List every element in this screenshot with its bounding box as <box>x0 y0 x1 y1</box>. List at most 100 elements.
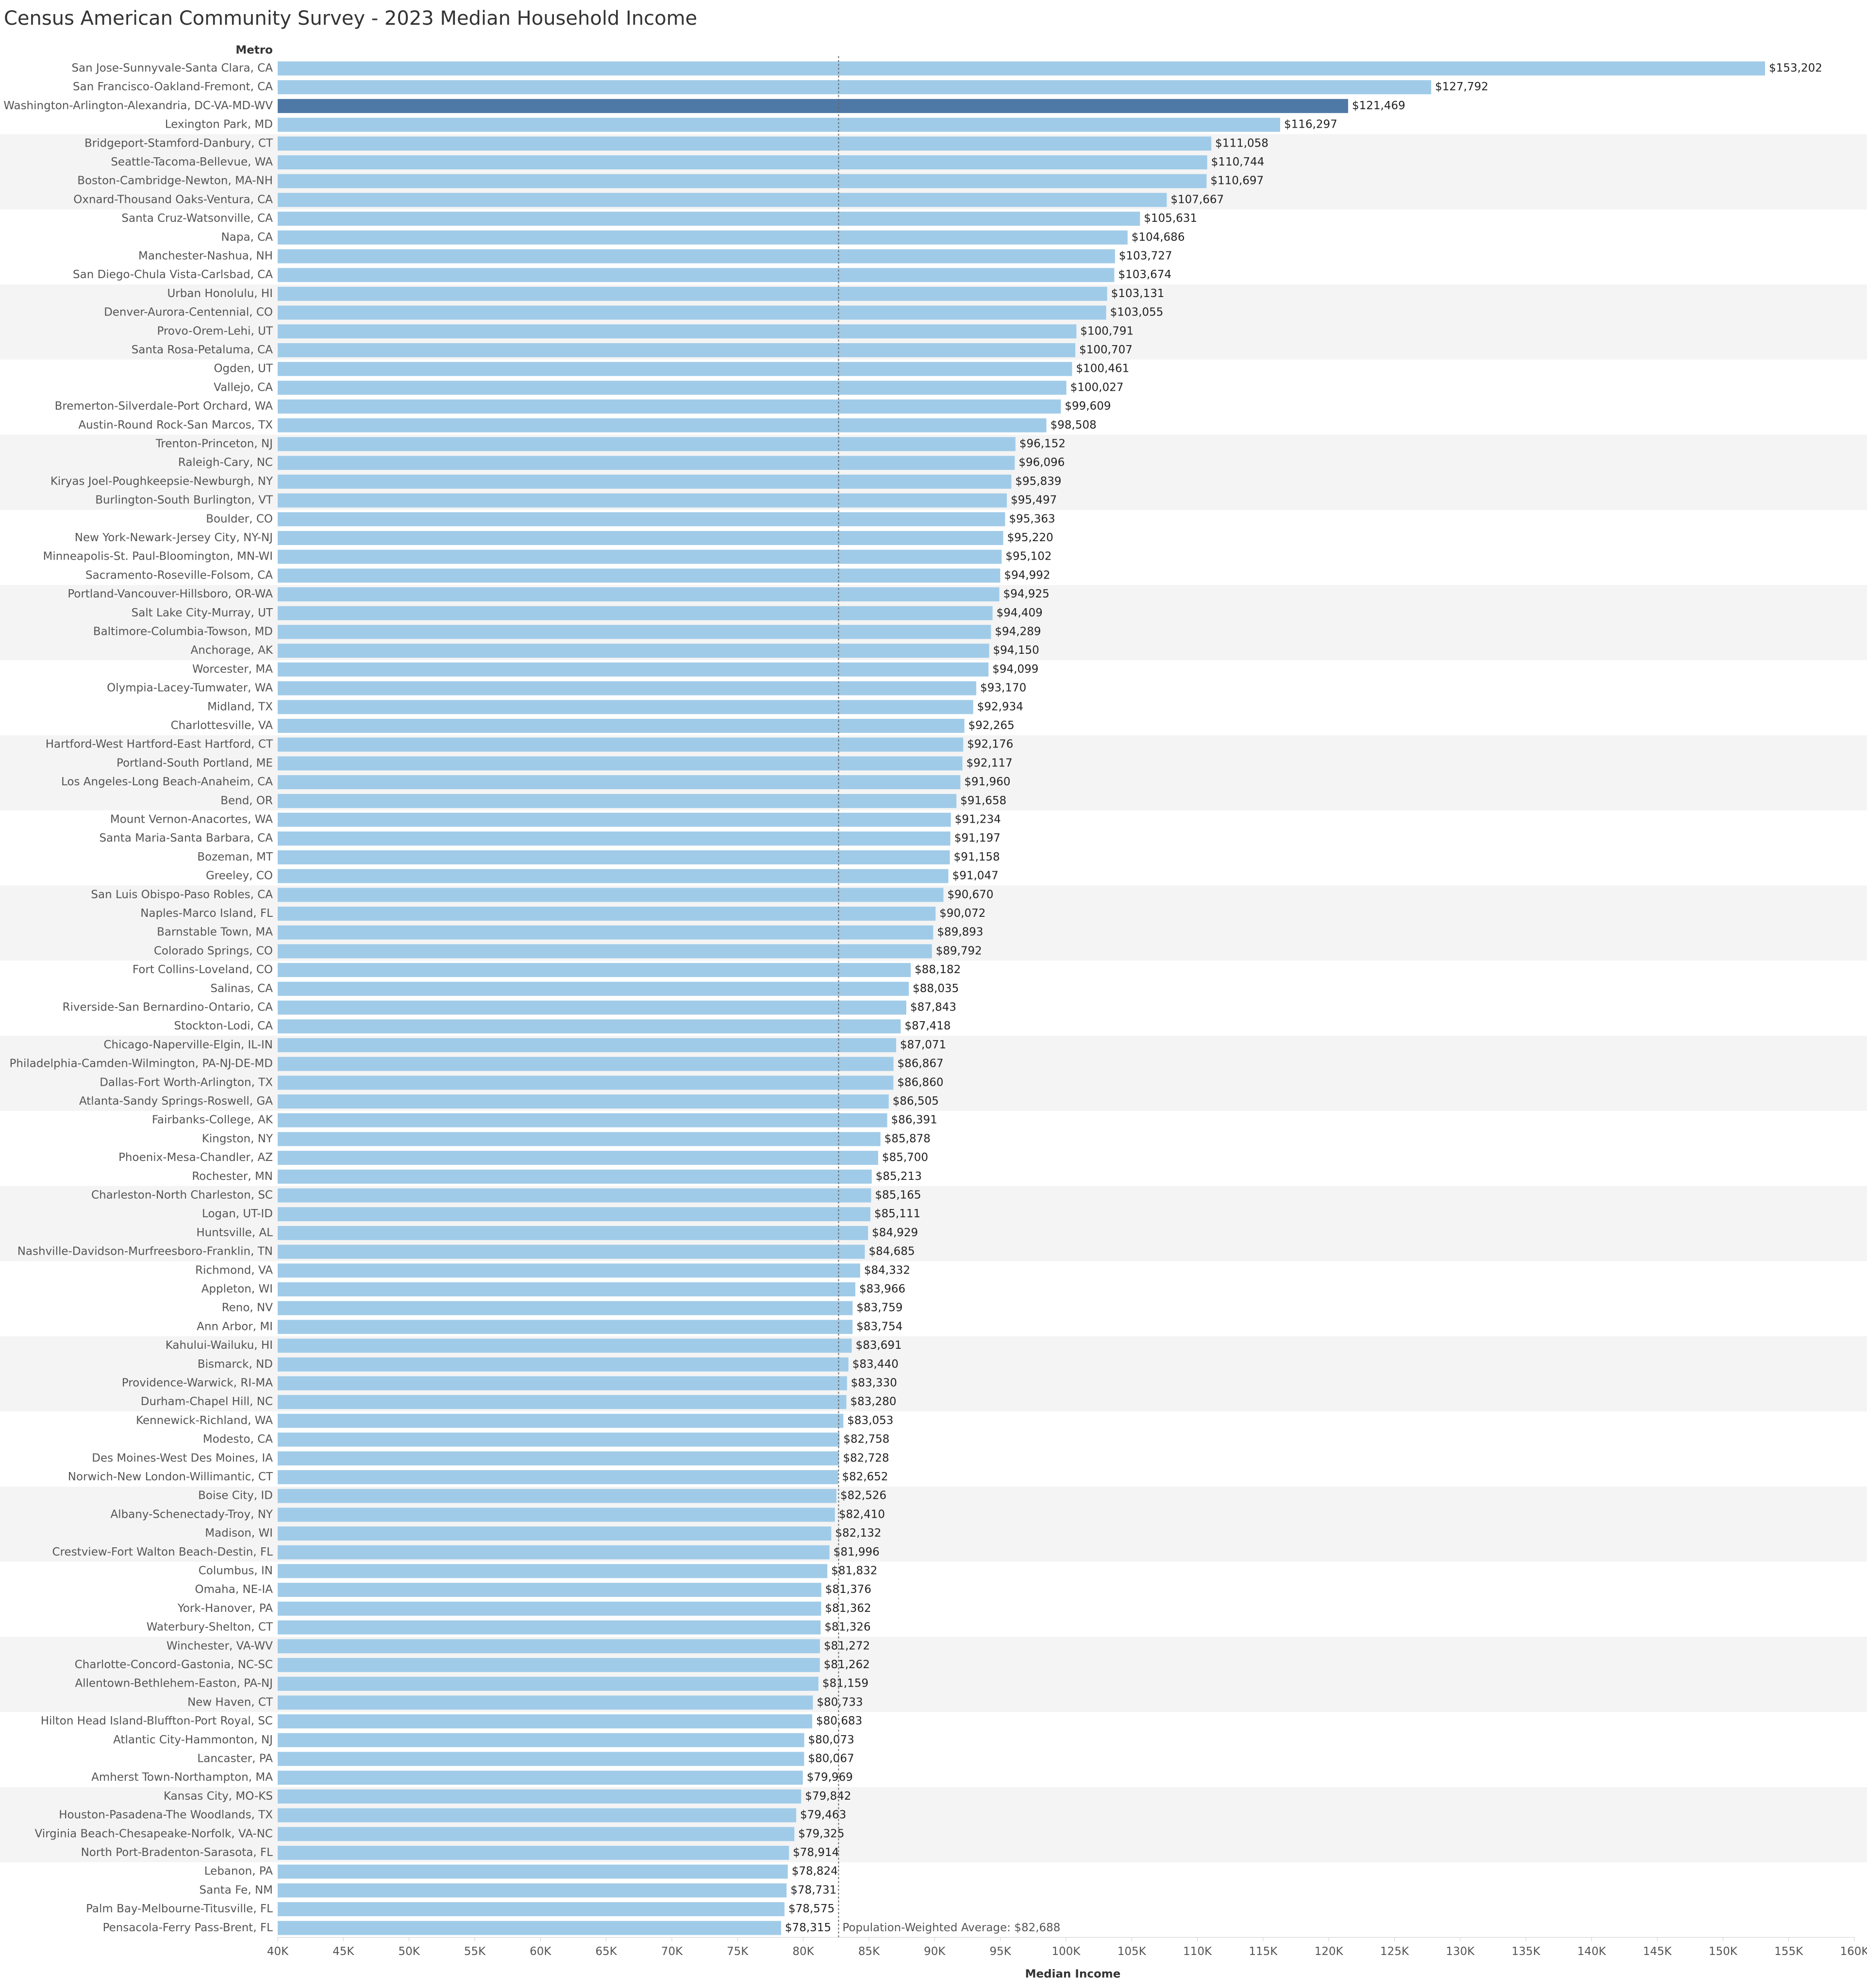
value-label: $87,843 <box>910 1001 956 1014</box>
bar <box>278 1620 821 1635</box>
value-label: $95,102 <box>1005 550 1051 563</box>
bar <box>278 1470 838 1484</box>
bar <box>278 756 963 771</box>
x-tick-label: 160K <box>1840 1945 1867 1958</box>
value-label: $103,055 <box>1110 306 1164 319</box>
bar <box>278 1827 795 1841</box>
value-label: $94,992 <box>1004 569 1050 581</box>
category-label: Portland-South Portland, ME <box>117 757 273 769</box>
category-label: Raleigh-Cary, NC <box>178 456 273 469</box>
value-label: $78,731 <box>790 1884 836 1896</box>
value-label: $85,700 <box>882 1151 928 1164</box>
bar <box>278 963 911 977</box>
category-label: Kingston, NY <box>202 1132 273 1145</box>
category-label: Des Moines-West Des Moines, IA <box>92 1452 273 1464</box>
bar <box>278 305 1106 320</box>
value-label: $84,685 <box>868 1245 915 1258</box>
value-label: $91,158 <box>954 851 1000 863</box>
category-label: North Port-Bradenton-Sarasota, FL <box>81 1846 273 1859</box>
value-label: $110,697 <box>1211 175 1264 187</box>
bar <box>278 418 1047 432</box>
value-label: $86,505 <box>893 1095 939 1108</box>
value-label: $110,744 <box>1211 156 1265 168</box>
category-label: Greeley, CO <box>206 870 273 882</box>
value-label: $82,728 <box>843 1452 889 1464</box>
value-label: $94,099 <box>992 663 1038 676</box>
value-label: $94,150 <box>993 644 1039 657</box>
value-label: $92,934 <box>977 700 1023 713</box>
category-label: Hilton Head Island-Bluffton-Port Royal, … <box>41 1715 273 1727</box>
category-label: Portland-Vancouver-Hillsboro, OR-WA <box>67 588 273 600</box>
bar <box>278 1846 789 1860</box>
value-label: $81,326 <box>825 1621 871 1634</box>
category-label: Provo-Orem-Lehi, UT <box>157 325 273 337</box>
value-label: $82,132 <box>835 1527 881 1540</box>
category-label: Oxnard-Thousand Oaks-Ventura, CA <box>73 193 273 206</box>
category-label: Worcester, MA <box>192 663 273 676</box>
category-label: Bremerton-Silverdale-Port Orchard, WA <box>55 400 273 413</box>
bar <box>278 681 977 696</box>
bar <box>278 700 973 714</box>
bar <box>278 1789 801 1804</box>
bar <box>278 343 1076 357</box>
value-label: $85,213 <box>876 1170 922 1183</box>
x-tick-label: 115K <box>1249 1945 1278 1958</box>
value-label: $103,674 <box>1118 268 1171 281</box>
category-label: Houston-Pasadena-The Woodlands, TX <box>59 1809 273 1822</box>
category-label: Mount Vernon-Anacortes, WA <box>110 813 273 826</box>
bar <box>278 644 989 658</box>
value-label: $153,202 <box>1769 62 1822 75</box>
value-label: $82,758 <box>843 1433 889 1446</box>
category-label: Chicago-Naperville-Elgin, IL-IN <box>104 1039 273 1051</box>
value-label: $107,667 <box>1171 193 1224 206</box>
value-label: $85,878 <box>884 1132 931 1145</box>
bar <box>278 512 1005 527</box>
category-label: Albany-Schenectady-Troy, NY <box>110 1508 273 1521</box>
value-label: $83,330 <box>851 1377 897 1390</box>
x-tick-label: 60K <box>530 1945 551 1958</box>
reference-label: Population-Weighted Average: $82,688 <box>842 1922 1060 1934</box>
category-label: Santa Fe, NM <box>200 1884 273 1896</box>
bar <box>278 193 1167 207</box>
x-tick-label: 145K <box>1643 1945 1672 1958</box>
bar <box>278 907 936 921</box>
bar <box>278 1019 901 1034</box>
category-label: Salinas, CA <box>210 982 273 995</box>
category-label: Stockton-Lodi, CA <box>174 1020 273 1032</box>
x-tick-label: 100K <box>1052 1945 1081 1958</box>
value-label: $91,234 <box>955 813 1001 826</box>
category-label: Reno, NV <box>222 1302 273 1314</box>
category-label: Vallejo, CA <box>214 381 273 394</box>
category-label: San Jose-Sunnyvale-Santa Clara, CA <box>71 62 273 75</box>
bar <box>278 212 1140 226</box>
category-label: Charleston-North Charleston, SC <box>91 1189 273 1202</box>
bar <box>278 549 1002 564</box>
category-label: Waterbury-Shelton, CT <box>147 1621 273 1634</box>
value-label: $83,691 <box>856 1339 902 1352</box>
value-label: $84,332 <box>864 1264 910 1276</box>
bar <box>278 80 1432 95</box>
value-label: $79,842 <box>805 1790 851 1803</box>
value-label: $78,914 <box>793 1846 839 1859</box>
category-label: Santa Rosa-Petaluma, CA <box>132 344 273 356</box>
category-label: Charlottesville, VA <box>171 719 273 732</box>
bar <box>278 1339 852 1353</box>
category-label: New Haven, CT <box>187 1696 273 1708</box>
bar <box>278 99 1349 113</box>
value-label: $104,686 <box>1132 231 1185 244</box>
value-label: $78,315 <box>785 1922 831 1934</box>
category-label: Winchester, VA-WV <box>167 1640 273 1652</box>
bar <box>278 1451 839 1466</box>
bar <box>278 587 1000 602</box>
value-label: $81,996 <box>833 1546 880 1558</box>
value-label: $92,117 <box>967 757 1013 769</box>
bar <box>278 493 1007 508</box>
value-label: $80,683 <box>816 1715 862 1727</box>
value-label: $81,262 <box>824 1658 870 1671</box>
bar <box>278 1151 878 1165</box>
category-label: Columbus, IN <box>199 1565 273 1577</box>
value-label: $79,463 <box>800 1809 846 1822</box>
category-label: Omaha, NE-IA <box>195 1583 273 1596</box>
value-label: $83,280 <box>850 1395 896 1408</box>
value-label: $83,759 <box>856 1302 902 1314</box>
